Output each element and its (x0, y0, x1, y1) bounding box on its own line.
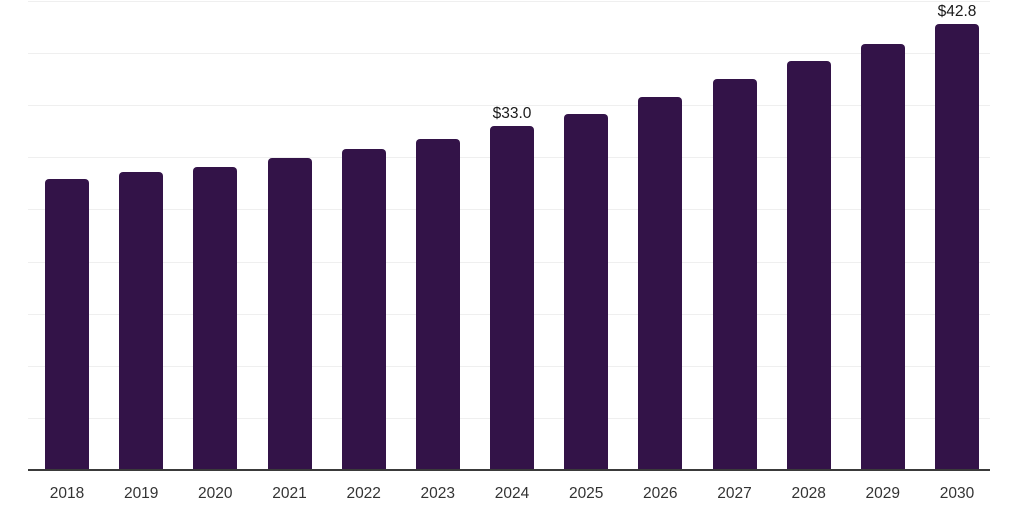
gridline (28, 1, 990, 2)
x-axis-label-2027: 2027 (717, 485, 752, 502)
bar-value-label: $42.8 (937, 2, 977, 20)
bar-2020 (193, 166, 238, 470)
x-axis-label-2026: 2026 (643, 485, 678, 502)
x-axis-label-2021: 2021 (272, 485, 307, 502)
bar-2027 (712, 79, 757, 470)
bar-2026 (638, 96, 683, 470)
bar-2018 (45, 179, 89, 470)
x-axis-label-2020: 2020 (198, 485, 233, 502)
bar-2025 (564, 113, 609, 470)
bar-2019 (119, 171, 164, 470)
gridline (28, 105, 990, 106)
gridline (28, 53, 990, 54)
x-axis-label-2019: 2019 (123, 485, 159, 502)
x-axis-line (28, 469, 990, 471)
x-axis-label-2022: 2022 (346, 485, 381, 502)
x-axis-label-2030: 2030 (939, 485, 975, 502)
bar-value-label: $33.0 (492, 105, 532, 123)
bar-2023 (415, 138, 460, 470)
x-axis-label-2025: 2025 (568, 485, 604, 502)
bar-2024 (490, 126, 534, 470)
bar-2028 (786, 61, 831, 470)
x-axis-label-2028: 2028 (791, 485, 826, 502)
x-axis-label-2018: 2018 (49, 485, 85, 502)
bar-2030 (935, 23, 979, 470)
bar-2029 (860, 43, 905, 470)
x-axis-label-2029: 2029 (865, 485, 901, 502)
bar-2021 (267, 158, 312, 470)
x-axis-label-2024: 2024 (494, 485, 530, 502)
bar-2022 (341, 149, 386, 470)
x-axis-label-2023: 2023 (420, 485, 456, 502)
